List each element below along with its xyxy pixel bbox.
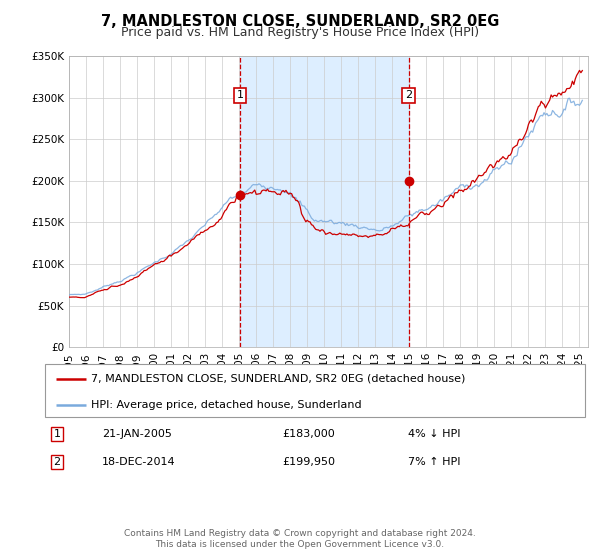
- Text: Contains HM Land Registry data © Crown copyright and database right 2024.: Contains HM Land Registry data © Crown c…: [124, 529, 476, 538]
- Text: 1: 1: [236, 90, 244, 100]
- Text: 7, MANDLESTON CLOSE, SUNDERLAND, SR2 0EG: 7, MANDLESTON CLOSE, SUNDERLAND, SR2 0EG: [101, 14, 499, 29]
- Text: 1: 1: [53, 429, 61, 439]
- Text: 4% ↓ HPI: 4% ↓ HPI: [408, 429, 461, 439]
- Text: 7% ↑ HPI: 7% ↑ HPI: [408, 457, 461, 467]
- Text: 7, MANDLESTON CLOSE, SUNDERLAND, SR2 0EG (detached house): 7, MANDLESTON CLOSE, SUNDERLAND, SR2 0EG…: [91, 374, 465, 384]
- Text: 2: 2: [53, 457, 61, 467]
- Text: 2: 2: [405, 90, 412, 100]
- Text: This data is licensed under the Open Government Licence v3.0.: This data is licensed under the Open Gov…: [155, 540, 445, 549]
- Text: HPI: Average price, detached house, Sunderland: HPI: Average price, detached house, Sund…: [91, 400, 362, 410]
- Text: £183,000: £183,000: [282, 429, 335, 439]
- Text: £199,950: £199,950: [282, 457, 335, 467]
- Bar: [240, 56, 409, 347]
- Text: 21-JAN-2005: 21-JAN-2005: [102, 429, 172, 439]
- Text: Price paid vs. HM Land Registry's House Price Index (HPI): Price paid vs. HM Land Registry's House …: [121, 26, 479, 39]
- Text: 18-DEC-2014: 18-DEC-2014: [102, 457, 176, 467]
